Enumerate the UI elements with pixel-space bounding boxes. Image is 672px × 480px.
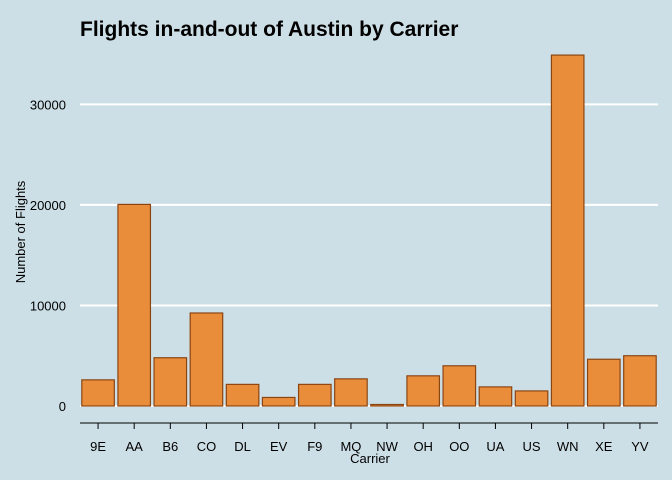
bar-yv	[623, 355, 657, 407]
x-tick-label: 9E	[90, 439, 106, 454]
x-tick-label: CO	[197, 439, 217, 454]
bar-oh	[406, 375, 441, 407]
bar-dl	[225, 383, 260, 407]
chart-title: Flights in-and-out of Austin by Carrier	[80, 18, 458, 41]
y-tick-label: 30000	[30, 97, 66, 112]
y-tick-label: 10000	[30, 298, 66, 313]
bar-oo	[442, 365, 477, 407]
bar-mq	[334, 378, 368, 407]
x-tick-label: US	[523, 439, 541, 454]
bar-xe	[586, 358, 621, 407]
x-tick-label: MQ	[340, 439, 361, 454]
bar-b6	[153, 357, 188, 407]
bars	[81, 54, 657, 407]
bar-us	[514, 390, 549, 407]
x-tick-label: F9	[307, 439, 322, 454]
bar-aa	[117, 203, 152, 407]
y-tick-label: 20000	[30, 198, 66, 213]
x-tick-label: B6	[162, 439, 178, 454]
bar-9e	[81, 379, 115, 407]
bar-ua	[478, 386, 513, 407]
x-tick-label: EV	[270, 439, 288, 454]
bar-co	[189, 312, 224, 407]
bar-ev	[261, 396, 296, 407]
y-axis-title: Number of Flights	[13, 180, 28, 283]
x-tick-label: DL	[234, 439, 251, 454]
x-tick-label: NW	[376, 439, 398, 454]
x-tick-label: UA	[486, 439, 504, 454]
x-tick-label: OO	[449, 439, 469, 454]
y-tick-label: 0	[59, 399, 66, 414]
x-tick-label: OH	[413, 439, 433, 454]
x-axis	[80, 422, 658, 429]
x-tick-label: WN	[557, 439, 579, 454]
bar-nw	[370, 403, 404, 407]
x-tick-label: XE	[595, 439, 613, 454]
x-axis-title: Carrier	[350, 451, 390, 466]
y-axis-tick-labels: 0 10000 20000 30000	[30, 97, 66, 414]
bar-wn	[550, 54, 585, 407]
x-tick-label: YV	[631, 439, 649, 454]
bar-f9	[297, 383, 332, 407]
x-tick-label: AA	[126, 439, 144, 454]
x-axis-tick-labels: 9E AA B6 CO DL EV F9 MQ NW OH OO UA US WN XE YV	[90, 439, 649, 454]
